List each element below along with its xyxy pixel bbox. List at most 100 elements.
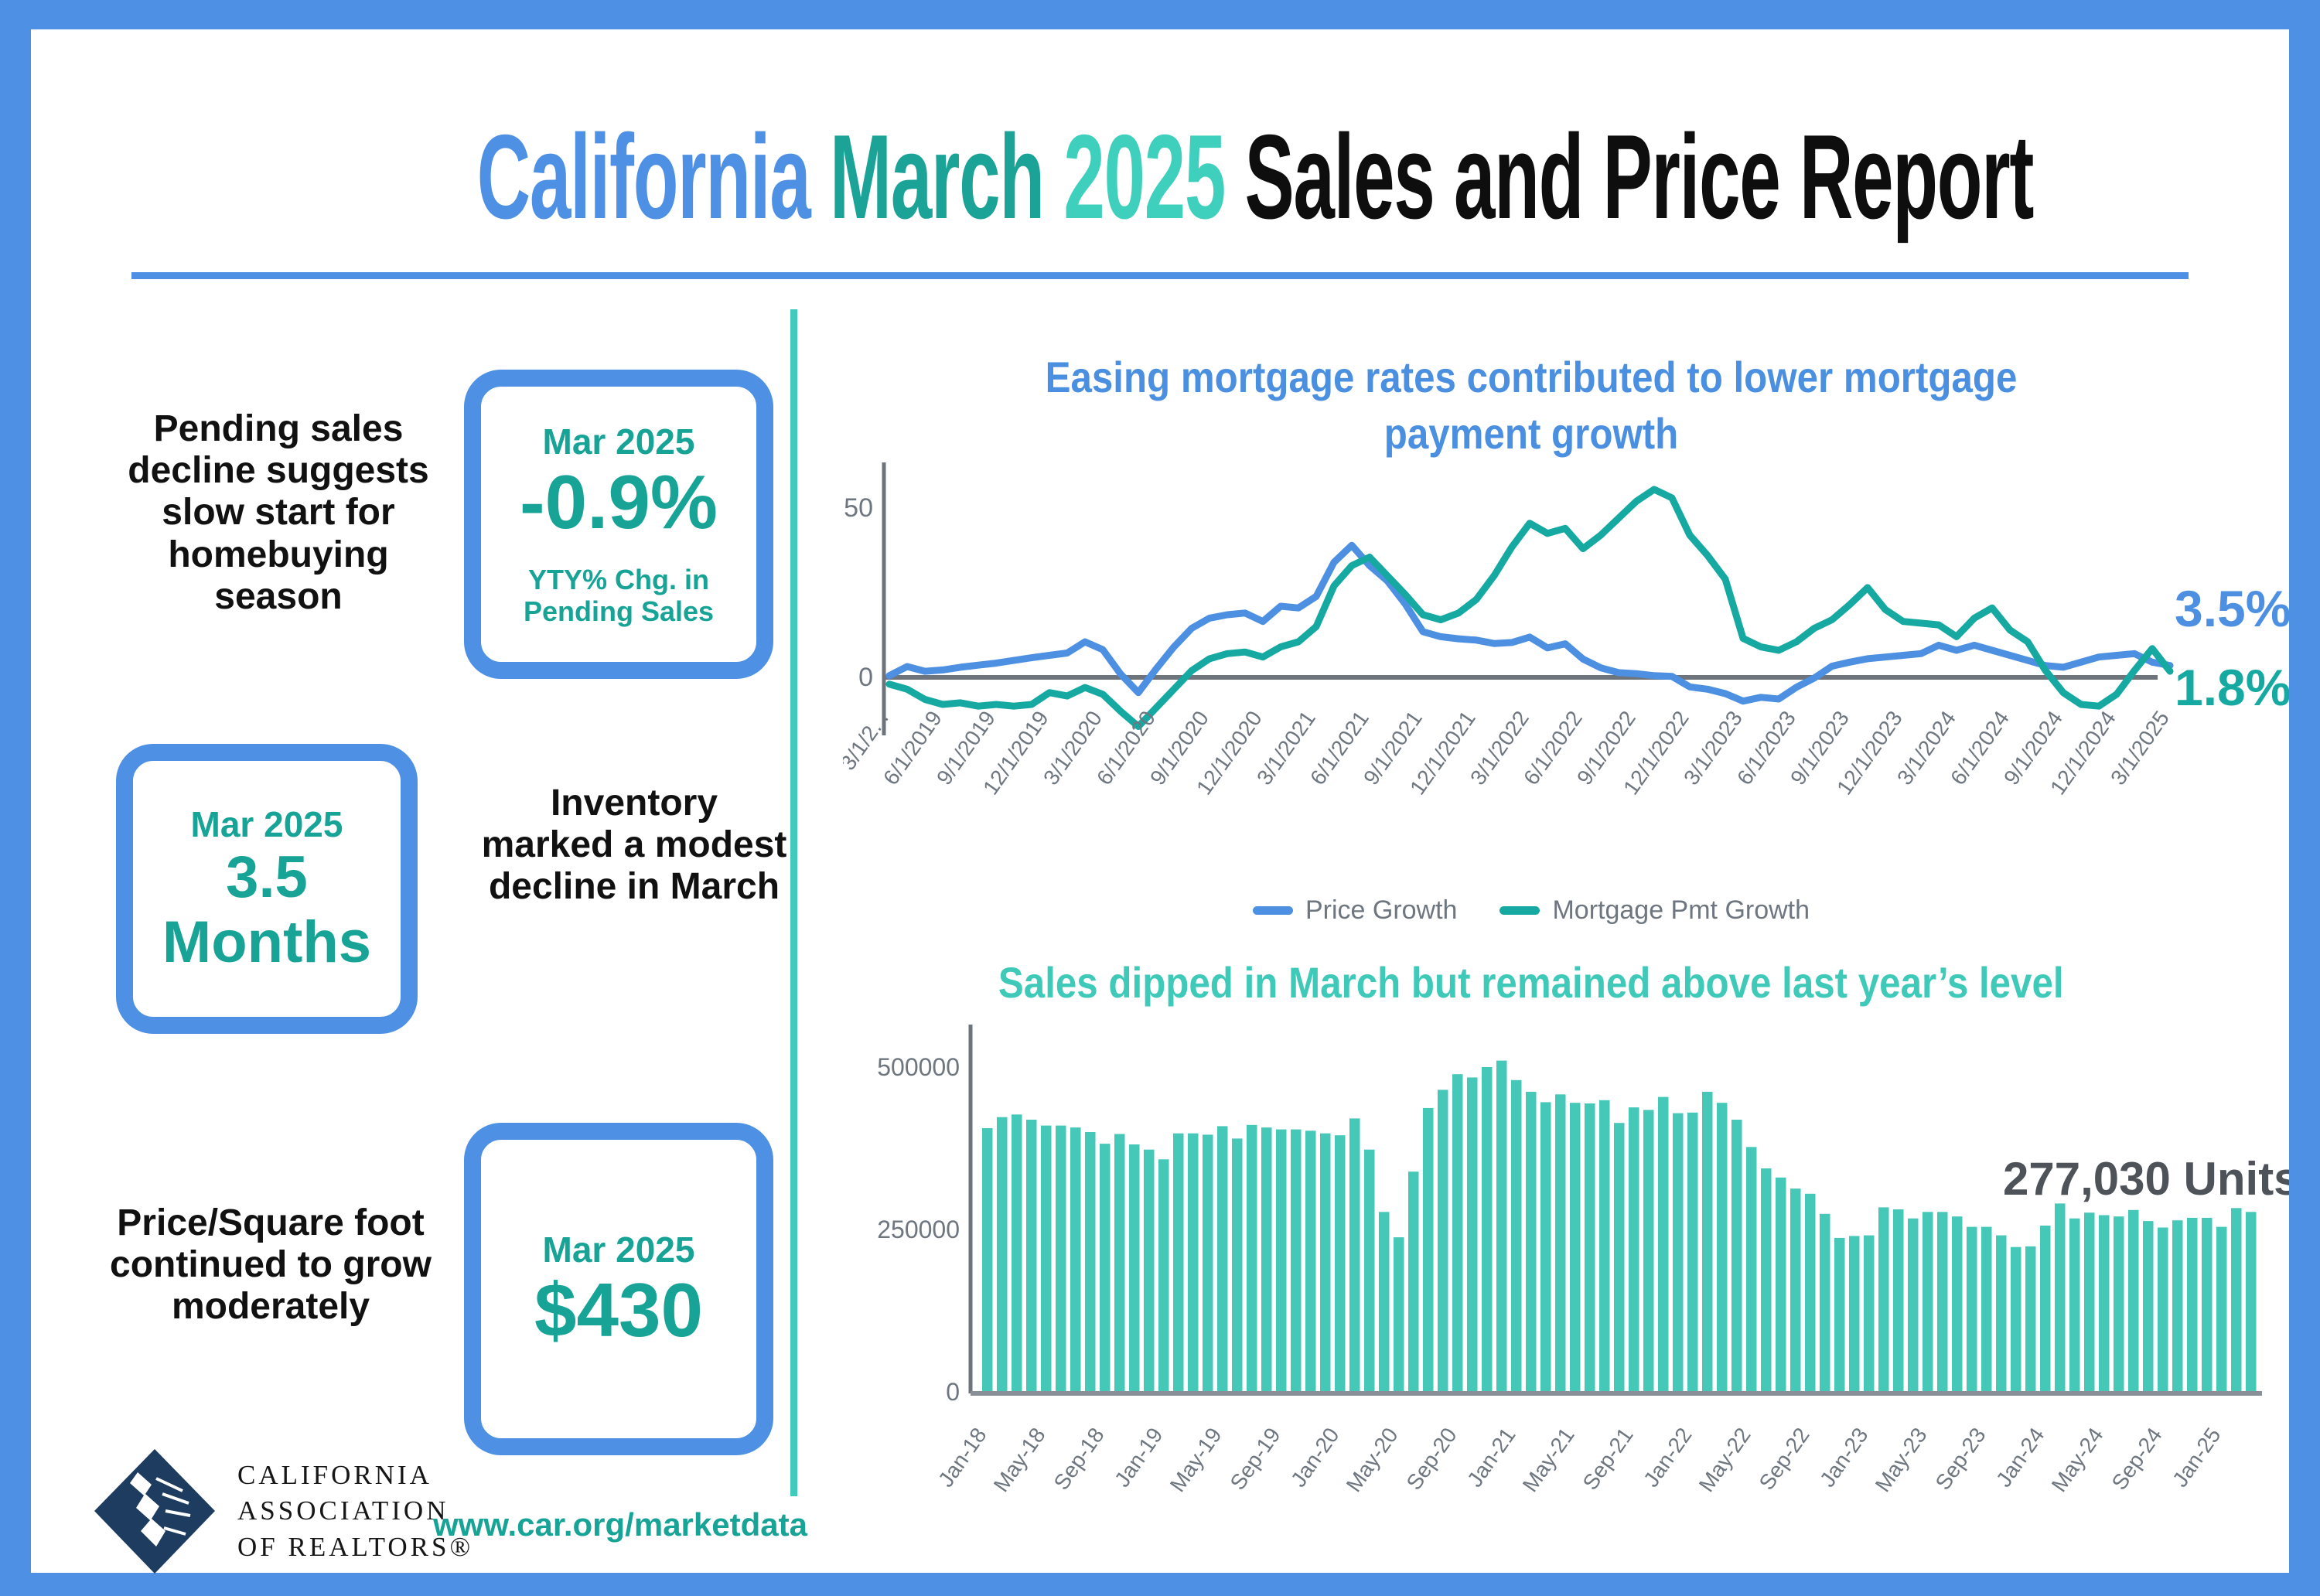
title-california: California <box>476 110 811 244</box>
x-tick-label: Jan-18 <box>933 1424 991 1492</box>
x-tick-label: Sep-23 <box>1930 1424 1990 1495</box>
y-tick-label: 500000 <box>877 1053 960 1081</box>
page-title: California March 2025 Sales and Price Re… <box>0 108 2320 246</box>
sales-bar <box>1702 1091 1713 1392</box>
x-tick-label: Sep-18 <box>1049 1424 1108 1495</box>
logo-line-2: ASSOCIATION <box>237 1495 449 1526</box>
sales-bar <box>1158 1159 1169 1392</box>
sales-bar <box>1731 1120 1742 1392</box>
sales-bar <box>1085 1132 1096 1392</box>
inventory-card: Mar 2025 3.5 Months <box>116 744 418 1034</box>
sales-bar <box>1643 1110 1654 1392</box>
x-tick-label: May-20 <box>1342 1424 1403 1496</box>
x-tick-label: Jan-22 <box>1639 1424 1697 1492</box>
x-tick-label: May-18 <box>989 1424 1050 1496</box>
sales-bar <box>1614 1123 1625 1392</box>
sales-bar <box>1761 1168 1772 1392</box>
latest-sales-annotation: 277,030 Units <box>2003 1153 2289 1205</box>
sales-bar <box>1496 1060 1507 1392</box>
x-tick-label: Jan-19 <box>1110 1424 1168 1492</box>
sales-bar <box>1967 1226 1977 1392</box>
sales-bar <box>2246 1212 2257 1392</box>
y-tick-label: 0 <box>946 1378 960 1406</box>
title-month: March <box>829 110 1045 244</box>
x-tick-label: Sep-24 <box>2107 1424 2166 1495</box>
line-chart-title: Easing mortgage rates contributed to low… <box>1045 353 2018 458</box>
sales-bar <box>1217 1126 1228 1392</box>
sales-bar <box>1467 1077 1478 1392</box>
sales-bar <box>1834 1237 1845 1392</box>
sales-bar <box>1849 1236 1860 1392</box>
sales-bar <box>1394 1237 1404 1392</box>
sales-bar <box>1261 1127 1272 1392</box>
sales-bar <box>1056 1125 1066 1392</box>
sales-bar <box>1291 1129 1302 1392</box>
x-tick-label: May-22 <box>1694 1424 1755 1496</box>
sales-bar <box>1012 1114 1022 1392</box>
sales-bar <box>2143 1221 2154 1392</box>
price-sqft-card: Mar 2025 $430 <box>464 1123 773 1455</box>
sales-bar <box>2055 1203 2066 1392</box>
pending-sales-text: Pending sales decline suggests slow star… <box>128 408 429 617</box>
inventory-text: Inventory marked a modest decline in Mar… <box>481 783 787 908</box>
series-end-value-label: 1.8% <box>2175 659 2289 716</box>
x-tick-label: May-21 <box>1518 1424 1579 1496</box>
sales-bar <box>2069 1218 2080 1392</box>
car-logo-text: CALIFORNIA ASSOCIATION OF REALTORS® <box>237 1458 473 1565</box>
y-tick-label: 250000 <box>877 1216 960 1243</box>
mortgage-pmt-growth-line <box>885 486 2174 730</box>
car-logo: CALIFORNIA ASSOCIATION OF REALTORS® <box>91 1448 473 1575</box>
sales-bar <box>997 1117 1008 1392</box>
sales-bar <box>2011 1246 2021 1392</box>
sales-bar <box>2172 1220 2183 1392</box>
sales-bar <box>1864 1235 1875 1392</box>
title-divider <box>131 272 2189 279</box>
y-tick-label: 50 <box>844 493 873 523</box>
legend-label: Mortgage Pmt Growth <box>1552 895 1810 925</box>
chart-legend: Price Growth Mortgage Pmt Growth <box>851 895 2212 926</box>
sales-bar <box>1908 1218 1919 1392</box>
sales-bar <box>1335 1135 1346 1392</box>
sales-bar <box>1203 1134 1213 1392</box>
sales-bar <box>1320 1133 1331 1392</box>
sales-bar <box>1996 1235 2007 1392</box>
sales-bar <box>1570 1103 1581 1392</box>
logo-line-1: CALIFORNIA <box>237 1460 432 1491</box>
sales-bar <box>1423 1107 1434 1392</box>
x-tick-label: Jan-20 <box>1286 1424 1344 1492</box>
x-tick-label: Sep-19 <box>1225 1424 1285 1495</box>
website-link[interactable]: www.car.org/marketdata <box>433 1506 807 1543</box>
legend-swatch-icon <box>1499 906 1540 915</box>
sales-bar <box>1629 1107 1639 1392</box>
sales-bar <box>2040 1226 2051 1392</box>
legend-label: Price Growth <box>1305 895 1458 925</box>
pending-sales-period: Mar 2025 <box>542 421 695 462</box>
sales-bar <box>1937 1212 1948 1392</box>
sales-bar <box>1129 1144 1140 1392</box>
sales-bar <box>1247 1124 1257 1392</box>
sales-bar <box>1673 1113 1684 1392</box>
sales-bar <box>1526 1091 1537 1392</box>
sales-bar <box>1585 1103 1595 1392</box>
x-tick-label: May-24 <box>2047 1424 2108 1496</box>
x-tick-label: Jan-24 <box>1991 1424 2049 1492</box>
sales-bar <box>1452 1074 1463 1392</box>
sales-bar <box>1482 1067 1493 1392</box>
x-tick-label: May-19 <box>1165 1424 1227 1496</box>
sales-bar <box>1555 1094 1566 1392</box>
inventory-value: 3.5 Months <box>162 844 372 975</box>
sales-bar <box>1100 1144 1111 1392</box>
sales-bar <box>982 1128 993 1392</box>
sales-bar <box>1070 1127 1081 1392</box>
x-tick-label: Jan-21 <box>1462 1424 1520 1492</box>
x-tick-label: Sep-21 <box>1578 1424 1637 1495</box>
sales-bar <box>1188 1133 1199 1392</box>
title-report: Sales and Price Report <box>1244 110 2035 244</box>
sales-bar <box>1952 1216 1963 1392</box>
car-logo-icon <box>94 1449 215 1574</box>
sales-bar <box>1923 1212 1933 1392</box>
sales-bar <box>1349 1118 1360 1392</box>
legend-swatch-icon <box>1252 906 1293 915</box>
sales-bar <box>1746 1147 1757 1392</box>
